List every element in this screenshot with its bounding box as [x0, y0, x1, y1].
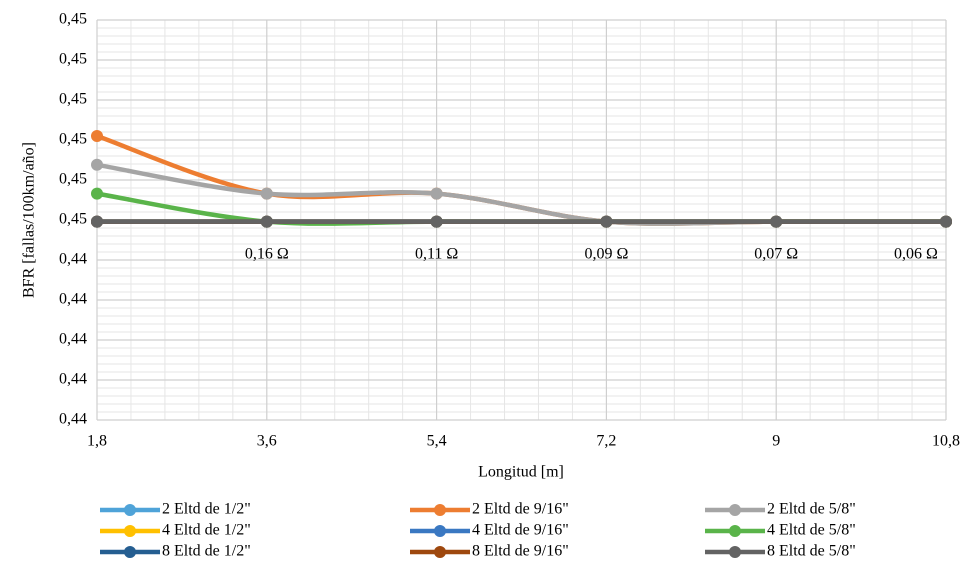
- y-tick-label: 0,44: [59, 411, 87, 428]
- x-tick-label: 10,8: [932, 433, 960, 450]
- x-tick-label: 5,4: [427, 433, 447, 450]
- y-tick-label: 0,44: [59, 291, 87, 308]
- point-label: 0,16 Ω: [245, 246, 289, 263]
- x-tick-label: 7,2: [596, 433, 616, 450]
- data-point: [770, 215, 783, 228]
- y-tick-label: 0,45: [59, 11, 87, 28]
- x-tick-label: 9: [772, 433, 780, 450]
- data-point: [260, 187, 273, 200]
- data-point: [430, 187, 443, 200]
- legend-label: 4 Eltd de 5/8": [767, 522, 856, 539]
- data-point: [600, 215, 613, 228]
- legend-marker: [434, 504, 446, 516]
- y-tick-label: 0,44: [59, 331, 87, 348]
- legend-label: 2 Eltd de 1/2": [162, 501, 251, 518]
- legend-marker: [729, 525, 741, 537]
- y-tick-label: 0,44: [59, 371, 87, 388]
- y-tick-label: 0,44: [59, 251, 87, 268]
- y-tick-label: 0,45: [59, 51, 87, 68]
- legend-marker: [434, 525, 446, 537]
- data-point: [430, 215, 443, 228]
- y-tick-label: 0,45: [59, 211, 87, 228]
- x-tick-label: 3,6: [257, 433, 277, 450]
- data-point: [260, 215, 273, 228]
- legend-label: 8 Eltd de 5/8": [767, 543, 856, 560]
- legend-marker: [124, 504, 136, 516]
- data-point: [91, 187, 103, 200]
- legend-label: 8 Eltd de 9/16": [472, 543, 569, 560]
- legend-label: 2 Eltd de 9/16": [472, 501, 569, 518]
- data-point: [91, 215, 103, 228]
- legend-label: 8 Eltd de 1/2": [162, 543, 251, 560]
- legend-label: 4 Eltd de 9/16": [472, 522, 569, 539]
- legend-marker: [729, 504, 741, 516]
- point-label: 0,07 Ω: [754, 246, 798, 263]
- point-label: 0,06 Ω: [894, 246, 938, 263]
- legend-marker: [729, 546, 741, 558]
- legend-label: 4 Eltd de 1/2": [162, 522, 251, 539]
- point-label: 0,11 Ω: [415, 246, 458, 263]
- y-tick-label: 0,45: [59, 91, 87, 108]
- data-point: [940, 215, 952, 228]
- y-tick-label: 0,45: [59, 171, 87, 188]
- y-axis-title: BFR [fallas/100km/año]: [21, 142, 38, 298]
- x-tick-label: 1,8: [87, 433, 107, 450]
- point-label: 0,09 Ω: [584, 246, 628, 263]
- y-tick-label: 0,45: [59, 131, 87, 148]
- legend-marker: [124, 546, 136, 558]
- x-axis-title: Longitud [m]: [478, 464, 564, 481]
- legend-marker: [434, 546, 446, 558]
- data-point: [91, 158, 103, 171]
- legend-label: 2 Eltd de 5/8": [767, 501, 856, 518]
- data-point: [91, 130, 103, 142]
- legend-marker: [124, 525, 136, 537]
